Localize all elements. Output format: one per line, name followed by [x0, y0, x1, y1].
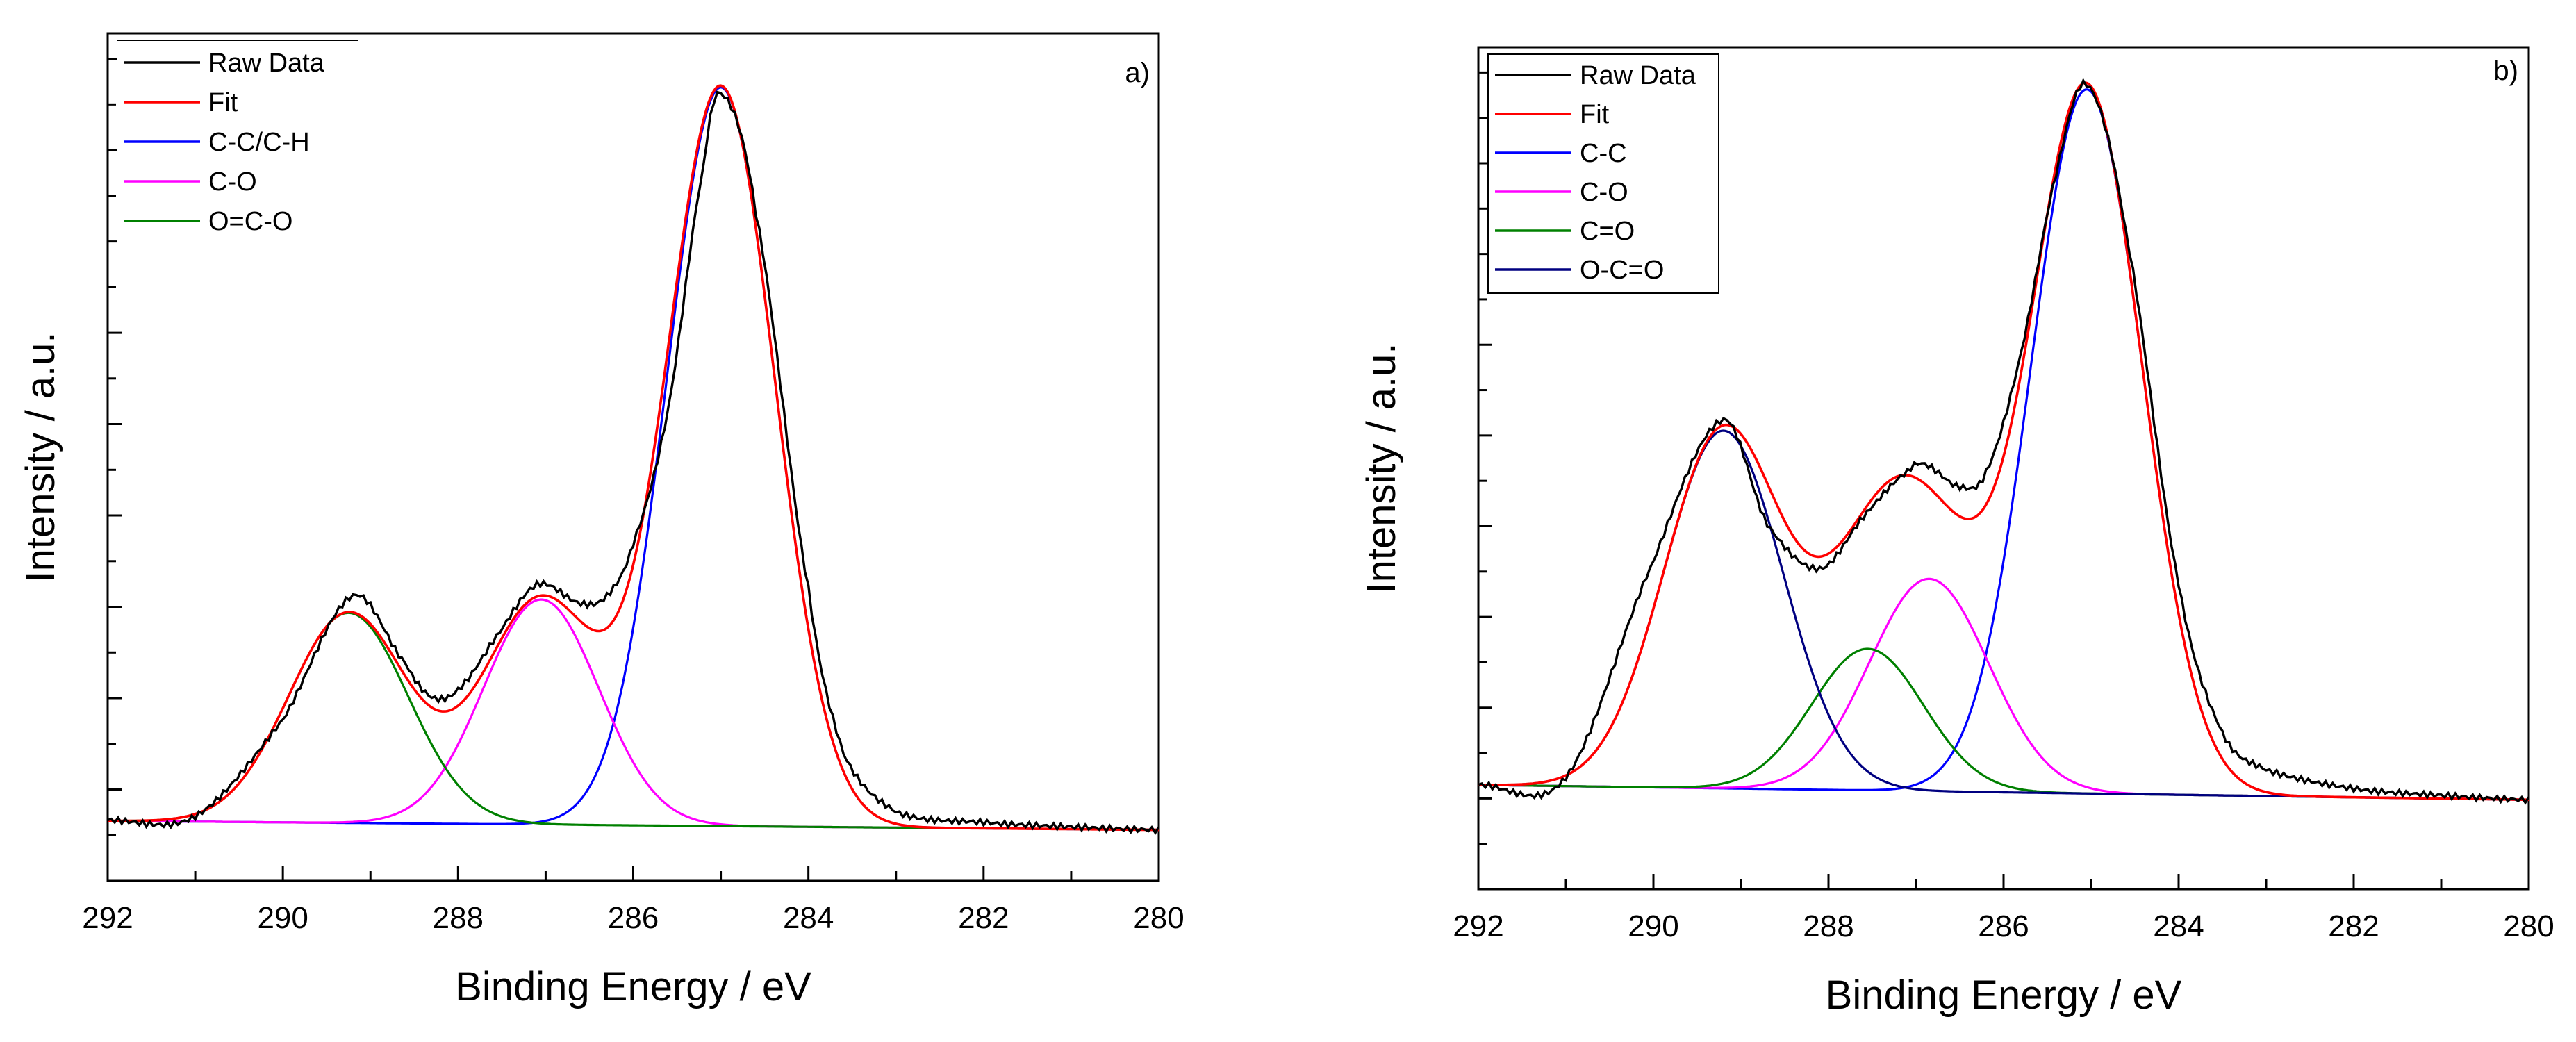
panel-a-chart: 292 290 288 286 284 282 280 Binding Energy / eV… [18, 32, 1184, 1009]
legend-box [1487, 53, 1719, 294]
x-tick-label: 288 [433, 901, 484, 935]
y-axis-title: Intensity / a.u. [1359, 342, 1404, 593]
raw-data-curve [1478, 78, 2529, 805]
x-tick-label: 282 [958, 901, 1009, 935]
legend: Raw Data Fit C-C/C-H C-O O=C-O [117, 40, 358, 245]
raw-data-curve [108, 90, 1159, 836]
x-tick-label: 286 [608, 901, 659, 935]
legend-label: O=C-O [208, 207, 292, 236]
x-axis-title: Binding Energy / eV [1826, 973, 2182, 1018]
legend-label: O-C=O [1580, 256, 1664, 285]
legend-label: Fit [1580, 100, 1610, 129]
x-tick-label: 284 [783, 901, 834, 935]
legend-label: C-C/C-H [208, 128, 310, 157]
curves-group [1478, 78, 2529, 805]
legend-label: Fit [208, 88, 238, 117]
legend-label: Raw Data [1580, 61, 1696, 90]
legend: Raw Data Fit C-C C-O C=O O-C=O [1487, 53, 1719, 294]
y-axis-title: Intensity / a.u. [18, 331, 63, 582]
fit-curve [1478, 81, 2529, 802]
legend-label: C-O [1580, 178, 1628, 207]
x-tick-label: 282 [2328, 909, 2379, 943]
x-tick-label: 280 [1133, 901, 1184, 935]
x-tick-label: 284 [2153, 909, 2204, 943]
x-tick-label: 290 [257, 901, 308, 935]
legend-label: C-O [208, 167, 257, 197]
panel-label: a) [1125, 58, 1150, 88]
fit-curve [108, 84, 1159, 832]
legend-label: C=O [1580, 217, 1635, 246]
x-tick-label: 280 [2503, 909, 2554, 943]
component-curve-o-c-o [1478, 429, 2529, 801]
x-tick-label: 292 [82, 901, 133, 935]
legend-label: Raw Data [208, 49, 325, 78]
panel-label: b) [2493, 56, 2518, 86]
x-tick-label: 292 [1453, 909, 1503, 943]
component-curve-o-c-o [108, 611, 1159, 832]
component-curve-c-o [1478, 577, 2529, 801]
x-axis-title: Binding Energy / eV [455, 964, 811, 1009]
component-curve-c-o [1478, 647, 2529, 801]
panel-b-chart: 292 290 288 286 284 282 280 Binding Energy / eV… [1359, 46, 2554, 1018]
x-tick-label: 290 [1628, 909, 1678, 943]
x-tick-label: 288 [1803, 909, 1853, 943]
curves-group [108, 84, 1159, 836]
legend-label: C-C [1580, 139, 1627, 168]
x-tick-label: 286 [1978, 909, 2029, 943]
legend-box [117, 42, 351, 245]
